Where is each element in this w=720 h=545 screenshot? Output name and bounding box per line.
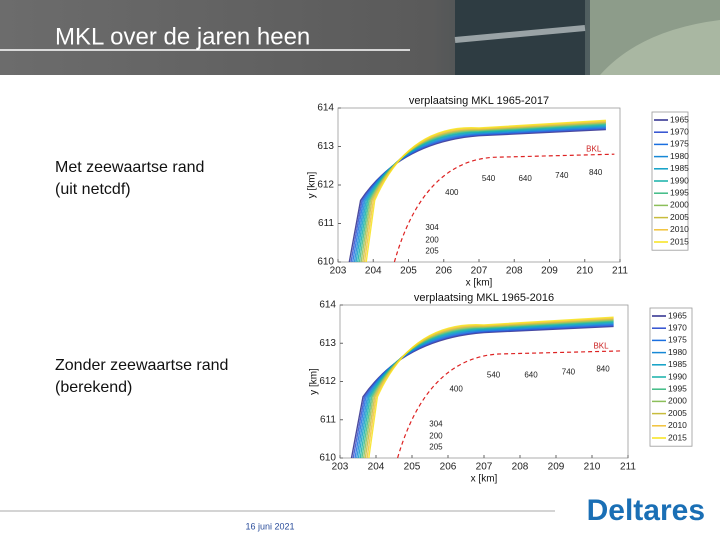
legend-label: 1985 [670,163,689,173]
legend-label: 1995 [670,187,689,197]
annotation: 840 [589,168,603,177]
x-tick-label: 210 [584,462,601,473]
annotation: 304 [429,419,443,428]
legend-box [651,111,689,251]
x-tick-label: 206 [435,266,452,277]
legend-label: 2005 [670,212,689,222]
x-tick-label: 207 [476,462,493,473]
y-tick-label: 612 [317,180,334,191]
x-tick-label: 205 [400,266,417,277]
x-tick-label: 205 [404,462,421,473]
legend-label: 1980 [668,347,687,357]
annotation: 304 [425,223,439,232]
x-tick-label: 204 [365,266,382,277]
bkl-line [397,350,623,459]
legend-label: 1995 [668,383,687,393]
annotation: BKL [586,145,602,154]
logo: Deltares [587,494,705,527]
annotation: BKL [593,341,609,350]
legend-label: 1970 [668,322,687,332]
x-tick-label: 207 [471,266,488,277]
coastline [350,325,614,459]
y-tick-label: 610 [319,453,336,464]
legend-label: 2000 [670,200,689,210]
legend-label: 1985 [668,359,687,369]
legend-label: 1970 [670,126,689,136]
coastline [368,316,614,459]
figure-title: verplaatsing MKL 1965-2016 [414,292,554,304]
footer-date: 16 juni 2021 [245,521,294,531]
figure-title: verplaatsing MKL 1965-2017 [409,95,549,107]
panel-label: (berekend) [55,379,132,396]
legend-label: 2015 [670,236,689,246]
legend-label: 2010 [668,420,687,430]
annotation: 640 [524,370,538,379]
legend-label: 2015 [668,432,687,442]
legend-label: 1975 [668,335,687,345]
panel-label: Zonder zeewaartse rand [55,357,228,374]
header-photo-land [600,20,720,75]
legend-label: 1990 [670,175,689,185]
legend-label: 1975 [670,139,689,149]
legend-label: 1980 [670,151,689,161]
x-axis-label: x [km] [471,474,498,485]
bkl-line [393,153,615,263]
x-tick-label: 204 [368,462,385,473]
panel-label: Met zeewaartse rand [55,159,204,176]
annotation: 740 [555,171,569,180]
legend-label: 2005 [668,408,687,418]
y-tick-label: 610 [317,257,334,268]
y-tick-label: 611 [318,218,334,229]
annotation: 400 [449,384,463,393]
x-axis-label: x [km] [466,278,493,289]
y-tick-label: 613 [319,338,336,349]
x-tick-label: 211 [612,266,628,277]
y-tick-label: 613 [317,141,334,152]
legend-label: 1965 [668,310,687,320]
annotation: 400 [445,188,459,197]
coastline [365,119,606,263]
y-tick-label: 612 [319,376,336,387]
annotation: 200 [429,432,443,441]
annotation: 200 [425,236,439,245]
legend-label: 2010 [670,224,689,234]
y-tick-label: 614 [319,300,336,311]
legend-label: 1965 [670,114,689,124]
x-tick-label: 208 [512,462,529,473]
annotation: 540 [487,370,501,379]
x-tick-label: 203 [330,266,347,277]
y-tick-label: 614 [317,103,334,114]
x-tick-label: 209 [548,462,565,473]
x-tick-label: 210 [576,266,593,277]
y-axis-label: y [km] [309,368,320,395]
legend-label: 1990 [668,371,687,381]
annotation: 540 [482,174,496,183]
annotation: 205 [429,442,443,451]
annotation: 840 [596,364,610,373]
panel-label: (uit netcdf) [55,181,131,198]
x-tick-label: 203 [332,462,349,473]
annotation: 205 [425,246,439,255]
y-axis-label: y [km] [307,171,318,198]
header-photo-bridge [454,25,586,43]
x-tick-label: 209 [541,266,558,277]
x-tick-label: 208 [506,266,523,277]
x-tick-label: 211 [620,462,636,473]
y-tick-label: 611 [320,414,336,425]
x-tick-label: 206 [440,462,457,473]
legend-label: 2000 [668,396,687,406]
slide-title: MKL over de jaren heen [55,23,310,50]
annotation: 740 [562,367,576,376]
annotation: 640 [518,174,532,183]
